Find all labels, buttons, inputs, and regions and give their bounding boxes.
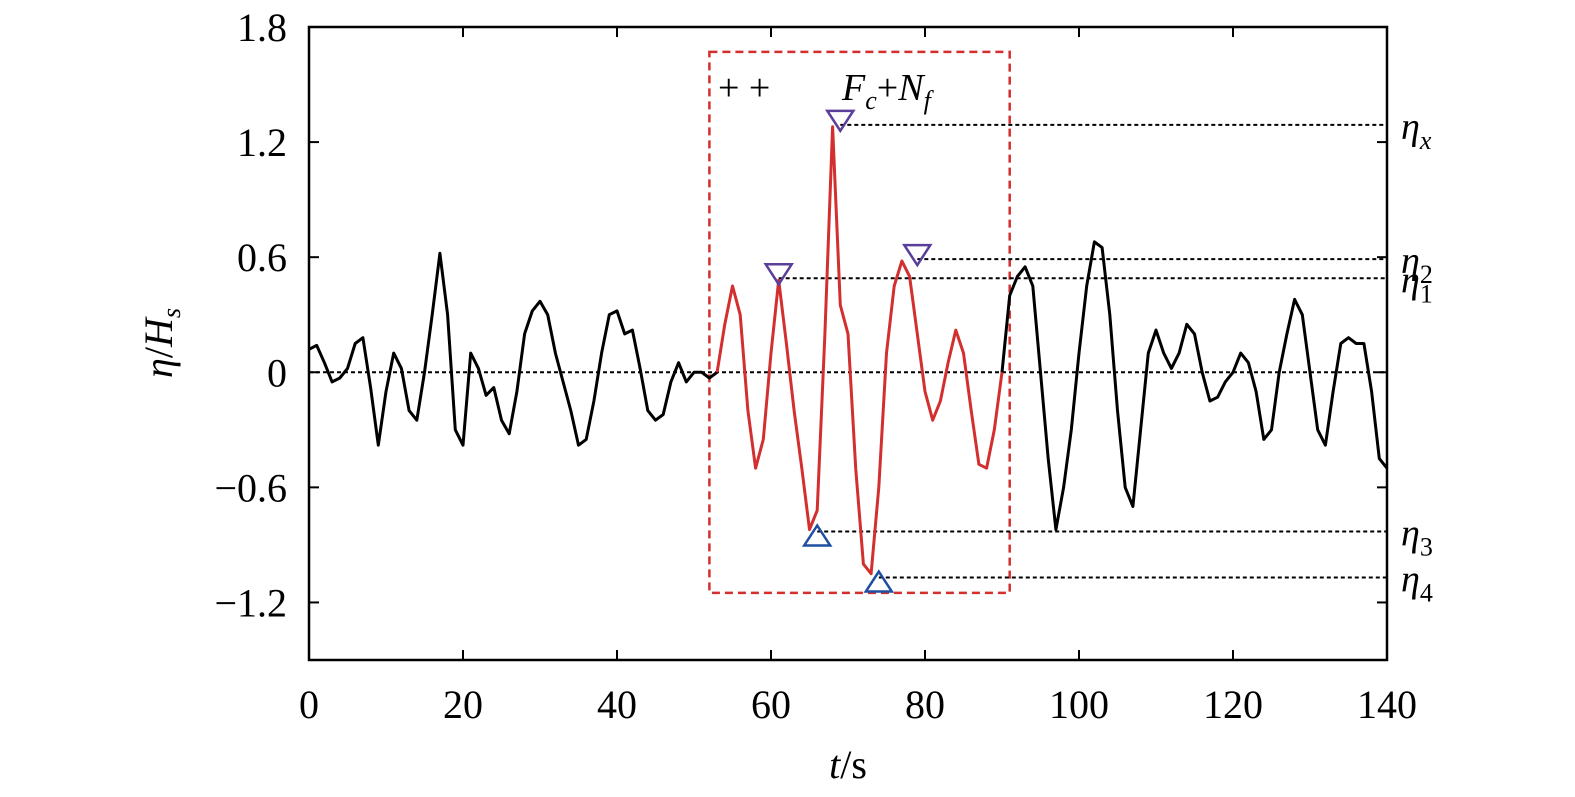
x-tick-label: 60 (751, 682, 791, 727)
y-axis-label-var: η (136, 358, 181, 378)
reference-label-eta-2: η2 (1401, 240, 1433, 289)
x-tick-label: 120 (1203, 682, 1263, 727)
x-tick-label: 80 (905, 682, 945, 727)
y-tick-label: 1.8 (237, 5, 287, 50)
x-axis-label: t/s (829, 742, 867, 787)
x-tick-label: 140 (1357, 682, 1417, 727)
y-tick-label: 0.6 (237, 235, 287, 280)
series-line-2 (715, 125, 1004, 576)
series-line-1 (308, 251, 718, 447)
reference-label-eta-x: ηx (1401, 106, 1432, 155)
max-marker-2 (901, 243, 933, 268)
min-marker-4 (863, 569, 895, 593)
annotation-group: + + Fc+Nf (718, 67, 935, 115)
y-axis-label-den-sub: s (157, 308, 186, 318)
x-axis-label-var: t (829, 742, 841, 787)
min-marker-3 (801, 523, 833, 547)
series-line-3 (1000, 240, 1389, 532)
x-tick-label: 20 (443, 682, 483, 727)
max-marker-x (824, 109, 856, 134)
highlight-box (708, 50, 1011, 595)
annotation-label-main: F (841, 67, 866, 109)
annotation-plus: + (877, 67, 898, 109)
reference-label-eta-3: η3 (1401, 512, 1433, 561)
x-tick-label: 100 (1049, 682, 1109, 727)
tick-layer: 0 20 40 60 80 100 120 140 −1.2 −0.6 0 0.6 1.2 1.8 (214, 5, 1417, 727)
annotation-label-second: N (897, 67, 926, 109)
max-marker-1 (763, 263, 795, 287)
y-axis-label-sep: / (136, 346, 181, 358)
y-tick-label: 0 (267, 350, 287, 395)
plot-frame (307, 25, 1389, 662)
y-tick-label: 1.2 (237, 120, 287, 165)
y-axis-label: η/Hs (136, 308, 186, 378)
annotation-plus-signs: + + (718, 67, 770, 109)
annotation-label-main-sub: c (865, 86, 877, 115)
annotation-label-second-sub: f (924, 86, 935, 115)
annotation-formula: Fc+Nf (841, 67, 935, 115)
reference-label-eta-4: η4 (1401, 559, 1433, 608)
reference-label-eta-1: η1 (1401, 259, 1433, 308)
x-tick-label: 40 (597, 682, 637, 727)
x-tick-label: 0 (299, 682, 319, 727)
y-tick-label: −1.2 (214, 580, 287, 625)
y-axis-label-den: H (136, 316, 181, 348)
x-axis-label-unit: /s (840, 742, 867, 787)
y-tick-label: −0.6 (214, 465, 287, 510)
